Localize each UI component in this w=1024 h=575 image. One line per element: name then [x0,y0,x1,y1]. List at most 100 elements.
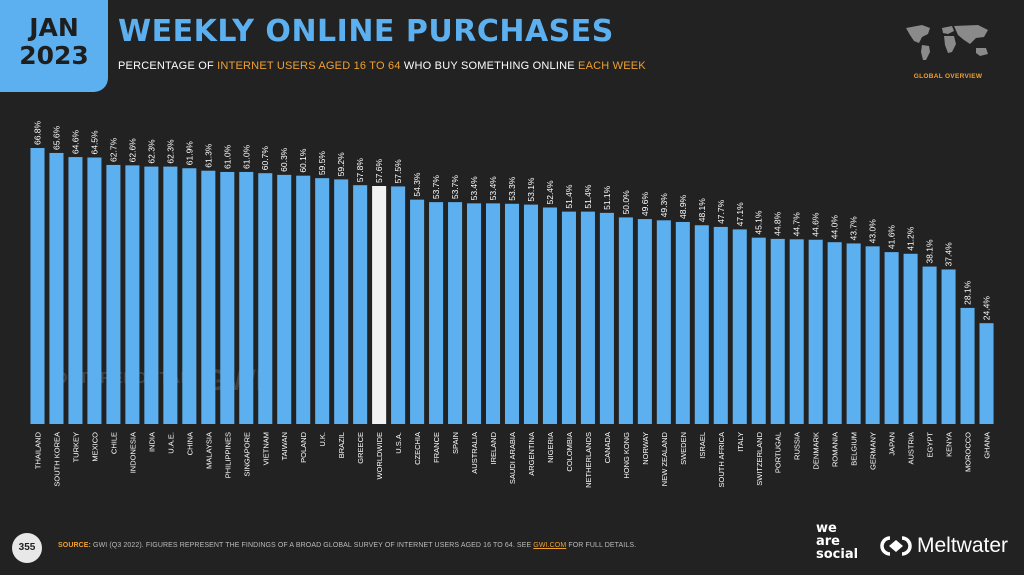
value-label: 51.1% [602,185,612,210]
bar-ireland [486,203,501,424]
category-label: CHILE [109,432,118,454]
meltwater-logo: Meltwater [880,534,1008,558]
value-label: 60.1% [298,148,308,173]
bar-thailand [30,148,45,424]
bar-chart: 66.8% THAILAND 65.6% SOUTH KOREA 64.6% TURKEY… [30,120,994,488]
category-label: ROMANIA [831,432,840,467]
category-label: CANADA [603,432,612,463]
value-label: 44.7% [792,212,802,237]
bar-colombia [561,211,576,424]
date-month: JAN [29,13,79,42]
category-label: CZECHIA [413,432,422,465]
bar-canada [599,212,614,424]
category-label: GERMANY [869,432,878,470]
category-label: U.S.A. [394,432,403,454]
bar-portugal [770,238,785,424]
value-label: 41.6% [887,225,897,250]
category-label: U.K. [318,432,327,447]
value-label: 65.6% [51,125,61,150]
value-label: 53.3% [507,176,517,201]
value-label: 47.1% [735,202,745,227]
value-label: 41.2% [906,226,916,251]
subtitle-part-3: WHO BUY SOMETHING ONLINE [400,60,579,72]
page-number: 355 [12,533,42,563]
category-label: AUSTRALIA [470,432,479,474]
bar-japan [884,252,899,424]
value-label: 53.4% [488,176,498,201]
category-label: NORWAY [641,432,650,465]
world-map-icon [906,25,988,60]
category-label: SOUTH AFRICA [717,432,726,487]
bar-morocco [960,307,975,424]
category-label: SWITZERLAND [755,431,764,485]
value-label: 61.3% [203,143,213,168]
bar-mexico [87,157,102,424]
value-label: 28.1% [963,280,973,305]
value-label: 60.7% [260,146,270,171]
bar-south-africa [713,226,728,424]
value-label: 24.4% [982,296,992,321]
bar-philippines [220,171,235,424]
category-label: POLAND [299,431,308,462]
value-label: 49.3% [659,193,669,218]
bar-greece [353,185,368,424]
bar-spain [448,202,463,424]
value-label: 62.6% [127,138,137,163]
category-label: RUSSIA [793,432,802,460]
category-label: JAPAN [888,432,897,456]
value-label: 62.7% [108,137,118,162]
bar-new-zealand [656,220,671,424]
date-year: 2023 [19,41,89,70]
category-label: U.A.E. [166,432,175,454]
bar-saudi-arabia [504,203,520,424]
value-label: 57.8% [355,158,365,183]
value-label: 54.3% [412,172,422,197]
bar-singapore [239,171,254,424]
bar-chile [106,164,121,424]
meltwater-icon [880,536,912,556]
bar-hong-kong [618,217,633,424]
source-link[interactable]: GWI.COM [533,542,567,549]
subtitle-part-2: INTERNET USERS AGED 16 TO 64 [217,60,401,72]
category-label: PHILIPPINES [223,432,232,478]
category-label: BRAZIL [337,432,346,458]
category-label: NETHERLANDS [584,432,593,488]
category-label: ITALY [736,432,745,452]
category-label: GHANA [983,432,992,459]
value-label: 44.0% [830,215,840,240]
value-label: 44.6% [811,212,821,237]
bar-australia [467,203,482,424]
value-label: 50.0% [621,190,631,215]
category-label: EGYPT [926,432,935,458]
category-label: MEXICO [90,432,99,462]
category-label: IRELAND [489,431,498,464]
bar-czechia [410,199,425,424]
category-label: ARGENTINA [527,432,536,476]
value-label: 61.0% [241,144,251,169]
category-label: SAUDI ARABIA [508,432,517,484]
value-label: 49.6% [640,192,650,217]
value-label: 59.2% [336,152,346,177]
category-label: ISRAEL [698,432,707,459]
bar-worldwide [372,186,387,424]
bar-malaysia [201,170,216,424]
bar-ghana [979,323,994,424]
bar-brazil [334,179,349,424]
page-title: WEEKLY ONLINE PURCHASES [118,14,614,49]
value-label: 37.4% [944,242,954,267]
value-label: 48.1% [697,198,707,223]
overview-badge: GLOBAL OVERVIEW [913,73,983,80]
category-label: PORTUGAL [774,432,783,473]
category-label: THAILAND [33,431,42,469]
bar-taiwan [277,174,292,424]
bar-egypt [922,266,937,424]
category-label: SINGAPORE [242,432,251,477]
category-label: NIGERIA [546,432,555,463]
bar-u-k [315,178,330,424]
category-label: SPAIN [451,432,460,454]
brand-line-2: are [816,534,841,549]
bar-switzerland [751,237,766,424]
value-label: 53.4% [469,176,479,201]
bar-netherlands [580,211,595,424]
bar-romania [827,242,842,424]
